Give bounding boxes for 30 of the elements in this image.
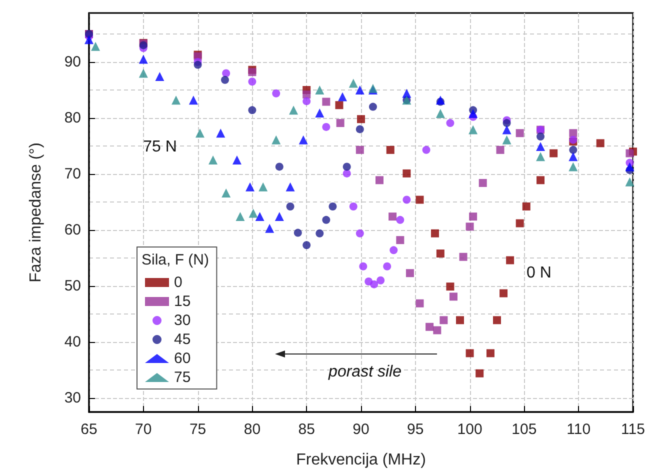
x-tick-label: 90 [352,421,370,438]
legend-label: 30 [174,312,191,329]
legend-label: 75 [174,369,191,386]
annotation: porast sile [328,364,402,380]
legend-title: Sila, F (N) [142,252,210,268]
x-tick-label: 70 [135,421,152,438]
x-tick-label: 115 [621,421,645,438]
y-tick-label: 60 [64,222,81,238]
x-tick-label: 110 [566,421,591,438]
x-axis-title: Frekvencija (MHz) [296,452,426,468]
legend-label: 15 [174,293,191,310]
x-tick-label: 75 [189,421,206,438]
legend-label: 60 [174,350,191,367]
y-tick-label: 30 [64,390,81,406]
x-tick-label: 80 [244,421,261,438]
y-tick-label: 90 [64,54,81,70]
x-tick-label: 95 [407,421,424,438]
y-tick-label: 80 [64,110,81,126]
annotation: 0 N [526,264,552,282]
y-tick-label: 50 [64,278,81,294]
annotation: 75 N [143,138,177,156]
y-tick-label: 70 [64,166,81,182]
x-tick-label: 85 [298,421,315,438]
y-tick-label: 40 [64,334,81,350]
x-tick-label: 65 [80,421,98,438]
legend-label: 45 [174,331,191,348]
x-tick-label: 100 [457,421,482,438]
legend-label: 0 [174,274,182,291]
x-tick-label: 105 [512,421,537,438]
y-axis-title: Faza impedanse (°) [28,142,44,282]
